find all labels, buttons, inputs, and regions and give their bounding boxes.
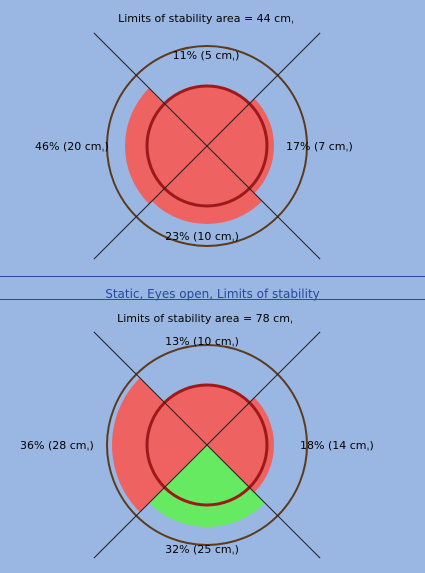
outer-limit-ring <box>106 45 308 247</box>
sector-bottom <box>149 445 265 527</box>
top-percent-label-2: 13% (10 cmˌ) <box>165 335 239 348</box>
stability-diagram-1 <box>93 32 321 260</box>
section-title: Static, Eyes open, Limits of stability <box>105 287 320 301</box>
section-divider-top <box>0 276 425 277</box>
outer-limit-ring <box>106 344 308 546</box>
left-percent-label-1: 46% (20 cmˌ) <box>35 140 109 153</box>
sector-left <box>112 377 207 513</box>
diagonal-line-2 <box>93 331 321 559</box>
diagonal-line-2 <box>93 32 321 260</box>
bottom-percent-label-2: 32% (25 cmˌ) <box>165 543 239 556</box>
sector-right <box>207 98 274 194</box>
top-percent-label-1: 11% (5 cmˌ) <box>172 49 240 62</box>
area-label-2: Limits of stability area = 78 cmˌ <box>117 312 293 325</box>
stability-diagram-2 <box>93 331 321 559</box>
right-percent-label-2: 18% (14 cmˌ) <box>300 439 374 452</box>
left-percent-label-2: 36% (28 cmˌ) <box>20 439 94 452</box>
stability-panel-1: Limits of stability area = 44 cmˌ 11% (5… <box>0 0 425 272</box>
sector-top <box>164 86 250 146</box>
area-label-1: Limits of stability area = 44 cmˌ <box>118 12 294 25</box>
section-divider-bottom <box>0 299 425 300</box>
inner-limit-ring <box>145 84 269 208</box>
bottom-percent-label-1: 23% (10 cmˌ) <box>165 230 239 243</box>
right-percent-label-1: 17% (7 cmˌ) <box>286 140 353 153</box>
sector-top <box>164 385 250 445</box>
sector-left <box>125 88 207 204</box>
sector-right <box>207 397 274 493</box>
sector-bottom <box>151 146 263 224</box>
stability-panel-2: Limits of stability area = 78 cmˌ 13% (1… <box>0 300 425 573</box>
inner-limit-ring <box>145 383 269 507</box>
